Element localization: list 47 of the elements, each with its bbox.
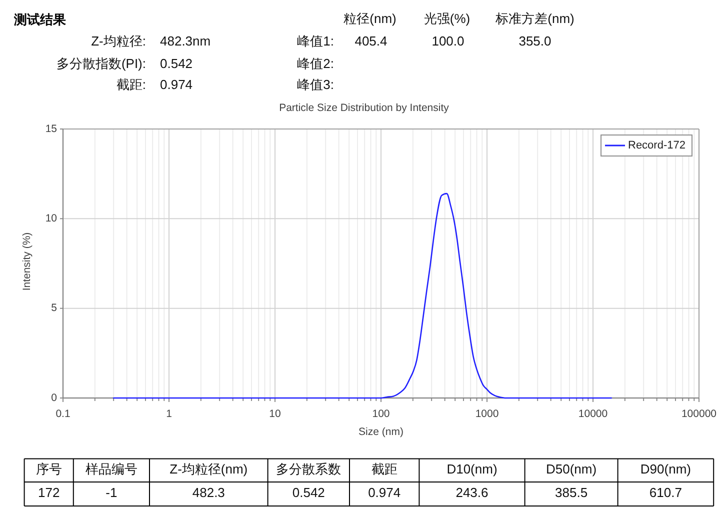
y-tick-label: 5: [51, 302, 58, 314]
data-label: 243.6: [456, 485, 488, 500]
x-tick-label: 100: [372, 408, 390, 420]
x-axis-title: Size (nm): [358, 426, 404, 438]
category-label: 截距: [371, 462, 398, 477]
x-tick-label: 10: [269, 408, 281, 420]
data-label: 385.5: [555, 485, 588, 500]
data-label: -1: [106, 485, 118, 500]
data-label: 0.974: [368, 485, 401, 500]
text: 355.0: [518, 34, 552, 49]
legend-label: Record-172: [628, 139, 686, 152]
category-label: 序号: [36, 462, 62, 477]
text: 482.3nm: [160, 34, 211, 49]
y-tick-label: 10: [45, 212, 58, 224]
text: 100.0: [432, 34, 464, 49]
data-label: 0.542: [292, 485, 325, 500]
text: 峰值3:: [297, 77, 334, 92]
text: 峰值2:: [297, 56, 334, 72]
category-label: D90(nm): [640, 462, 691, 477]
text: 粒径(nm): [344, 11, 396, 26]
x-tick-label: 100000: [681, 408, 717, 420]
text: 多分散指数(PI):: [56, 56, 146, 72]
text: 0.974: [160, 77, 193, 92]
text: 405.4: [354, 34, 388, 49]
category-label: D50(nm): [546, 462, 597, 477]
category-label: 样品编号: [85, 462, 138, 477]
chart-title: Particle Size Distribution by Intensity: [279, 102, 450, 114]
text: 标准方差(nm): [494, 11, 574, 26]
y-axis-title: Intensity (%): [20, 232, 33, 291]
text: 峰值1:: [297, 34, 334, 49]
x-tick-label: 0.1: [56, 408, 70, 420]
y-tick-label: 0: [51, 392, 58, 404]
data-label: 610.7: [649, 485, 682, 500]
text: Z-均粒径:: [91, 34, 146, 49]
text: 光强(%): [424, 11, 470, 26]
category-label: D10(nm): [446, 462, 498, 477]
x-tick-label: 1000: [475, 408, 499, 420]
data-label: 172: [38, 485, 60, 500]
text: 0.542: [160, 56, 193, 72]
data-label: 482.3: [192, 485, 225, 500]
category-label: Z-均粒径(nm): [170, 462, 248, 477]
y-tick-label: 15: [45, 122, 58, 135]
text: 测试结果: [13, 12, 67, 28]
x-tick-label: 10000: [578, 408, 608, 420]
text: 截距:: [116, 77, 146, 92]
category-label: 多分散系数: [276, 462, 342, 477]
x-tick-label: 1: [166, 408, 172, 420]
